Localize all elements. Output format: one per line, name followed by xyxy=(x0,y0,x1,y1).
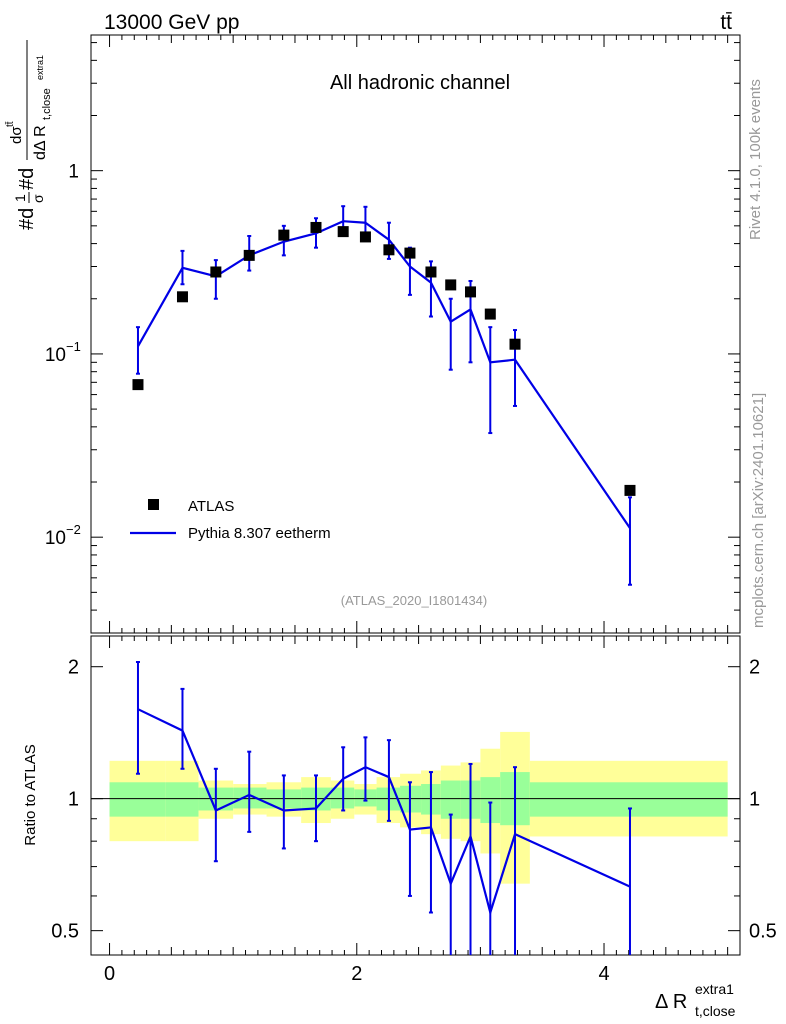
energy-label: 13000 GeV pp xyxy=(104,11,239,34)
data-point xyxy=(210,266,222,278)
ratio-y-tick-label-right: 0.5 xyxy=(749,921,777,943)
process-label: tt̄ xyxy=(720,11,732,34)
data-point xyxy=(176,291,188,303)
data-point xyxy=(337,226,349,238)
data-point xyxy=(484,308,496,320)
svg-text:extra1: extra1 xyxy=(695,981,734,997)
legend-mc-label: Pythia 8.307 eetherm xyxy=(188,525,331,542)
data-point xyxy=(383,244,395,256)
svg-text:t,close: t,close xyxy=(695,1003,736,1019)
svg-text:1: 1 xyxy=(12,194,28,202)
band-inner-bin xyxy=(109,782,166,817)
svg-text:σ: σ xyxy=(30,194,46,203)
legend: ATLAS Pythia 8.307 eetherm xyxy=(130,498,331,542)
data-point xyxy=(624,484,636,496)
x-tick-label: 0 xyxy=(104,963,115,985)
data-point xyxy=(132,379,144,391)
ratio-y-axis-label: Ratio to ATLAS xyxy=(22,744,39,845)
data-point xyxy=(425,266,437,278)
main-frame xyxy=(90,34,741,634)
svg-text:tt̄: tt̄ xyxy=(4,121,16,127)
ratio-y-tick-label-right: 2 xyxy=(749,657,760,679)
svg-text:extra1: extra1 xyxy=(35,55,45,80)
ratio-y-tick-label: 1 xyxy=(68,789,79,811)
ratio-frame xyxy=(90,635,741,956)
data-point xyxy=(509,338,521,350)
band-inner-bin xyxy=(480,777,501,824)
main-y-tick-label: 10 xyxy=(45,528,66,549)
data-point xyxy=(359,231,371,243)
main-y-tick-exp: −1 xyxy=(66,339,81,354)
ratio-y-tick-label: 0.5 xyxy=(51,921,79,943)
data-point xyxy=(278,229,290,241)
x-tick-label: 2 xyxy=(351,963,362,985)
band-inner-bin xyxy=(440,780,461,819)
analysis-label: (ATLAS_2020_I1801434) xyxy=(341,593,487,608)
ratio-panel: 0 2 4 0.5 0.5 1 1 2 2 xyxy=(51,635,777,985)
data-point xyxy=(445,279,457,291)
data-point xyxy=(404,247,416,259)
svg-text:#d: #d xyxy=(16,208,38,230)
svg-text:#d: #d xyxy=(16,168,38,190)
svg-text:t,close: t,close xyxy=(41,88,53,120)
mc-line xyxy=(137,220,631,529)
svg-text:Δ R: Δ R xyxy=(655,991,687,1013)
data-point xyxy=(465,286,477,298)
main-y-tick-exp: −2 xyxy=(66,522,81,537)
svg-text:dΔ R: dΔ R xyxy=(32,125,49,160)
ratio-y-tick-label: 2 xyxy=(68,657,79,679)
mcplots-label: mcplots.cern.ch [arXiv:2401.10621] xyxy=(750,393,767,628)
legend-atlas-marker xyxy=(148,499,159,510)
band-inner-bin xyxy=(529,782,728,817)
ratio-y-tick-label-right: 1 xyxy=(749,789,760,811)
ratio-mc-line xyxy=(137,708,631,917)
data-point xyxy=(310,221,322,233)
svg-text:dσ: dσ xyxy=(8,126,25,144)
x-tick-label: 4 xyxy=(598,963,609,985)
main-panel: 10 −210 −11 xyxy=(45,34,741,634)
main-y-axis-label: #d 1 σ #d dσ tt̄ dΔ R t,close extra1 xyxy=(4,40,53,230)
main-y-tick-label: 10 xyxy=(45,345,66,366)
main-y-tick-label: 1 xyxy=(68,162,79,183)
data-point xyxy=(243,249,255,261)
x-axis-label: Δ R extra1 t,close xyxy=(655,981,736,1019)
legend-atlas-label: ATLAS xyxy=(188,498,234,515)
band-inner-bin xyxy=(165,782,199,817)
channel-label: All hadronic channel xyxy=(330,72,510,94)
rivet-label: Rivet 4.1.0, 100k events xyxy=(747,79,764,240)
